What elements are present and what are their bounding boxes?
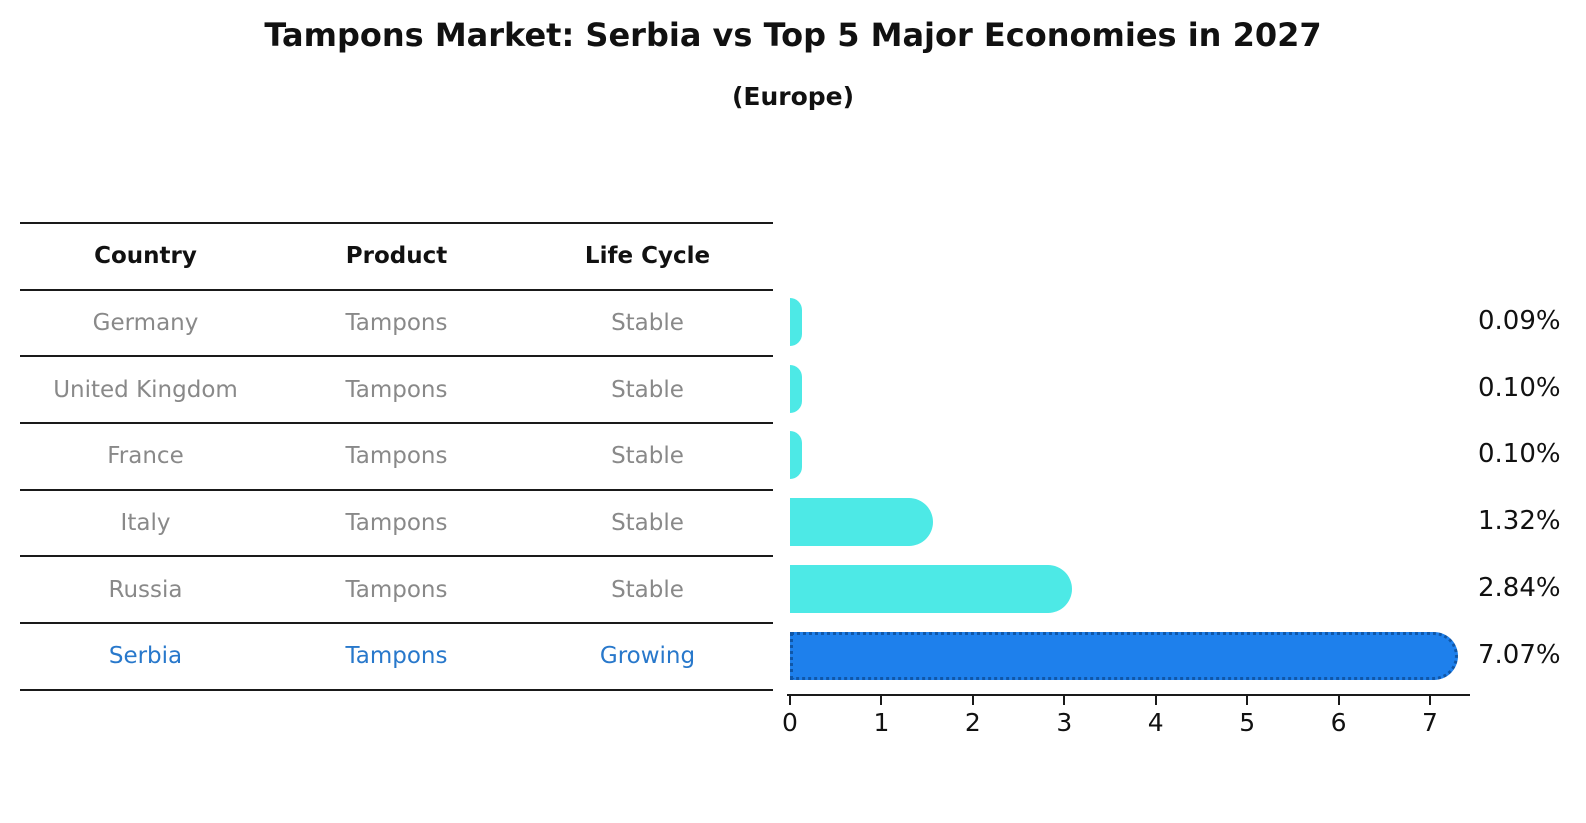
- table-cell-product: Tampons: [345, 510, 448, 537]
- country-table: Country Product Life Cycle Germany Tampon…: [20, 222, 773, 691]
- table-cell-life-cycle: Stable: [611, 510, 684, 537]
- x-tick: [789, 696, 791, 705]
- value-label-france: 0.10%: [1478, 439, 1561, 470]
- value-label-russia: 2.84%: [1478, 572, 1561, 603]
- x-tick-label: 4: [1147, 708, 1164, 737]
- x-tick-label: 7: [1422, 708, 1438, 737]
- table-cell-country: Serbia: [108, 643, 183, 670]
- x-tick: [971, 696, 974, 705]
- table-cell-life-cycle: Stable: [611, 376, 684, 403]
- table-header-row: Country Product Life Cycle: [20, 224, 773, 291]
- x-tick: [1429, 696, 1431, 705]
- x-tick-label: 6: [1330, 708, 1347, 737]
- x-tick: [1337, 696, 1340, 705]
- table-cell-country: Russia: [108, 576, 183, 603]
- chart-subtitle: (Europe): [731, 82, 855, 111]
- x-axis-line: [787, 694, 1470, 696]
- x-tick: [1246, 696, 1249, 705]
- x-tick-label: 2: [964, 708, 981, 737]
- bar-russia: [790, 564, 1072, 613]
- table-cell-product: Tampons: [345, 576, 448, 603]
- table-row-germany: Germany Tampons Stable: [20, 291, 773, 358]
- table-cell-product: Tampons: [345, 643, 448, 670]
- bar-germany: [790, 298, 802, 347]
- chart-title: Tampons Market: Serbia vs Top 5 Major Ec…: [264, 16, 1322, 54]
- x-tick: [1063, 696, 1066, 705]
- table-cell-product: Tampons: [345, 376, 448, 403]
- table-row-serbia: Serbia Tampons Growing: [20, 624, 773, 691]
- table-header-country: Country: [94, 243, 197, 270]
- table-body: Germany Tampons Stable United Kingdom Tampon…: [20, 291, 773, 691]
- table-cell-life-cycle: Stable: [611, 310, 684, 337]
- table-row-russia: Russia Tampons Stable: [20, 557, 773, 625]
- table-cell-country: Germany: [92, 310, 199, 337]
- table-cell-country: Italy: [120, 510, 171, 537]
- table-row-united-kingdom: United Kingdom Tampons Stable: [20, 357, 773, 425]
- table-cell-product: Tampons: [345, 443, 448, 470]
- x-tick-label: 5: [1239, 708, 1256, 737]
- bar-france: [790, 431, 802, 480]
- x-tick: [1154, 696, 1157, 705]
- table-header-product: Product: [345, 243, 448, 270]
- table-cell-country: United Kingdom: [53, 376, 238, 403]
- table-row-italy: Italy Tampons Stable: [20, 491, 773, 558]
- value-label-united-kingdom: 0.10%: [1478, 372, 1561, 403]
- table-cell-life-cycle: Growing: [599, 643, 696, 670]
- table-cell-country: France: [107, 443, 184, 470]
- value-label-germany: 0.09%: [1478, 306, 1561, 337]
- value-label-serbia: 7.07%: [1478, 639, 1561, 670]
- table-header-life-cycle: Life Cycle: [584, 243, 711, 270]
- bar-italy: [790, 498, 933, 547]
- x-tick: [880, 696, 883, 705]
- x-tick-label: 1: [873, 708, 890, 737]
- x-tick-label: 0: [782, 708, 798, 737]
- bar-united-kingdom: [790, 364, 802, 413]
- table-cell-life-cycle: Stable: [611, 443, 684, 470]
- value-label-italy: 1.32%: [1478, 506, 1561, 537]
- table-cell-life-cycle: Stable: [611, 576, 684, 603]
- table-cell-product: Tampons: [345, 310, 448, 337]
- x-tick-label: 3: [1056, 708, 1073, 737]
- table-row-france: France Tampons Stable: [20, 424, 773, 491]
- bar-serbia: [790, 631, 1459, 680]
